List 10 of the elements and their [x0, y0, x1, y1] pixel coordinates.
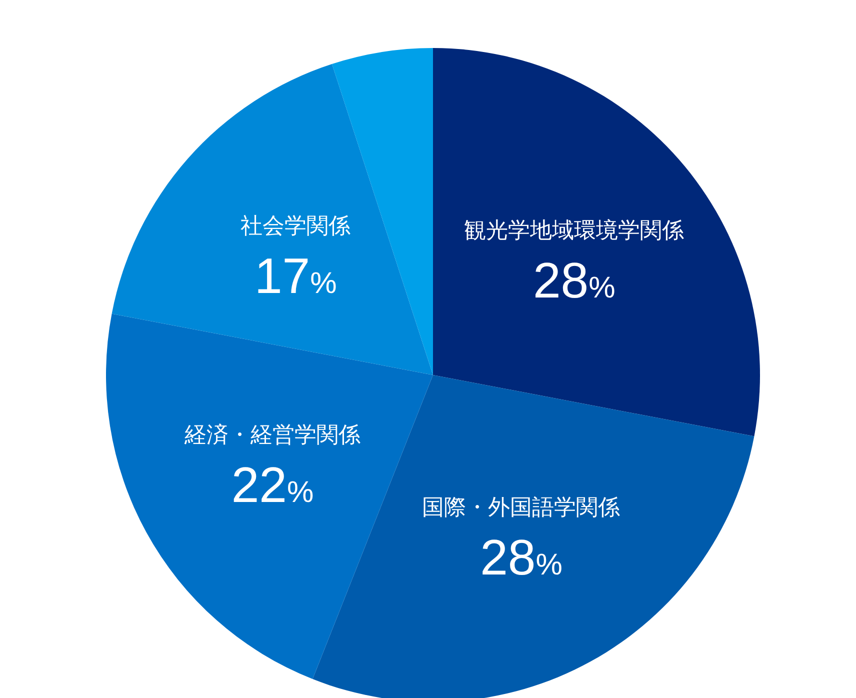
slice-label: 観光学地域環境学関係 [464, 218, 684, 244]
data-label: 17% [254, 248, 337, 304]
slice-label: 国際・外国語学関係 [422, 495, 620, 520]
slice-label: 社会学関係 [240, 214, 351, 239]
data-label: 22% [231, 457, 314, 514]
pie-slice [433, 48, 760, 436]
data-label: 28% [480, 529, 562, 586]
data-label: 28% [532, 252, 616, 308]
slice-label: 経済・経営学関係 [184, 423, 361, 448]
pie-slice [112, 64, 433, 375]
